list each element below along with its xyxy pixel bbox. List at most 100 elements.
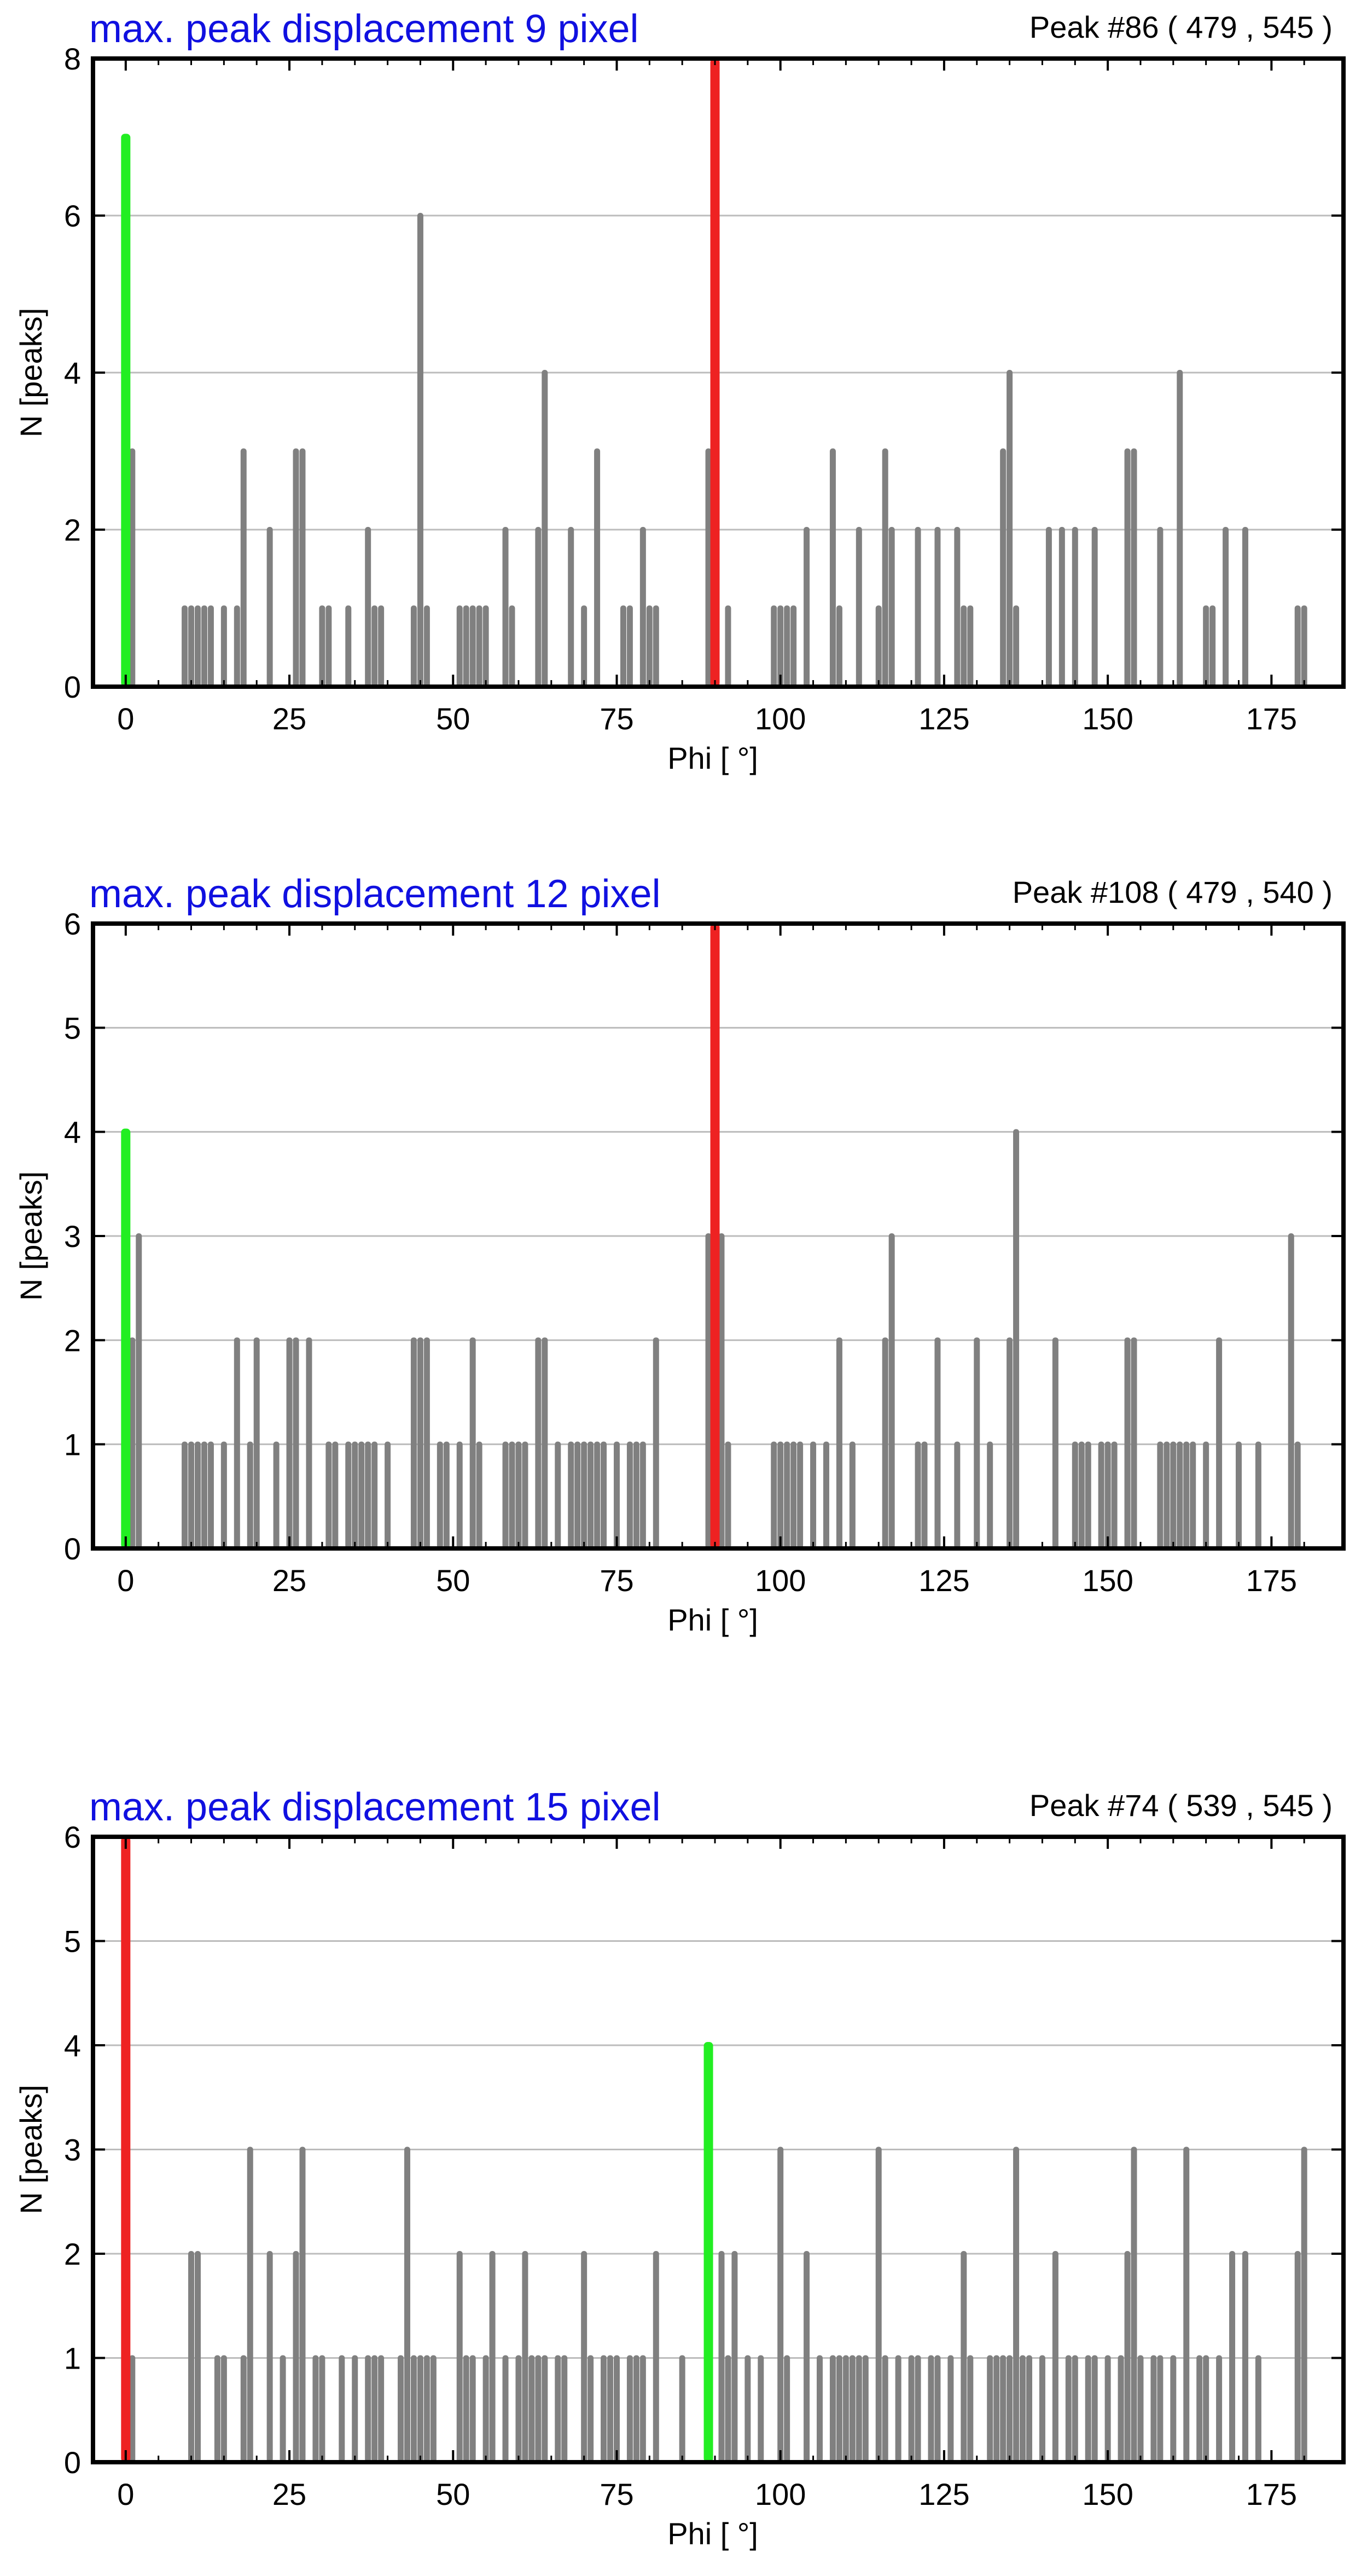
bar bbox=[352, 1441, 358, 1548]
bar bbox=[201, 1441, 207, 1548]
y-tick-label: 3 bbox=[64, 2133, 81, 2167]
bar bbox=[1255, 2355, 1261, 2462]
bar bbox=[1177, 370, 1183, 687]
x-axis-label: Phi [ °] bbox=[667, 2516, 758, 2551]
bar bbox=[581, 2251, 587, 2462]
bar bbox=[758, 2355, 764, 2462]
bar bbox=[214, 2355, 220, 2462]
bar bbox=[456, 2251, 463, 2462]
bar bbox=[365, 2355, 371, 2462]
x-tick-label: 75 bbox=[600, 701, 633, 736]
bar bbox=[993, 2355, 1000, 2462]
bar bbox=[626, 2355, 633, 2462]
bar bbox=[404, 2146, 410, 2462]
bar bbox=[423, 1337, 430, 1548]
y-tick-label: 4 bbox=[64, 1115, 81, 1150]
bar bbox=[1255, 1441, 1261, 1548]
bar bbox=[601, 2355, 607, 2462]
x-tick-label: 25 bbox=[272, 1563, 306, 1598]
bar bbox=[771, 605, 777, 687]
bar bbox=[469, 2355, 476, 2462]
x-tick-label: 0 bbox=[117, 2477, 134, 2511]
bar bbox=[1091, 2355, 1098, 2462]
bar bbox=[253, 1337, 260, 1548]
bar bbox=[207, 1441, 214, 1548]
bar bbox=[908, 2355, 915, 2462]
bar bbox=[974, 1337, 980, 1548]
bar bbox=[613, 1441, 620, 1548]
bar bbox=[535, 2355, 542, 2462]
bar bbox=[371, 605, 378, 687]
bar bbox=[823, 1441, 829, 1548]
x-tick-label: 25 bbox=[272, 2477, 306, 2511]
bar bbox=[1013, 2146, 1020, 2462]
bar bbox=[1223, 527, 1229, 687]
x-tick-label: 125 bbox=[918, 1563, 969, 1598]
bar bbox=[639, 1441, 646, 1548]
bar bbox=[888, 1233, 895, 1548]
bar bbox=[1301, 2146, 1307, 2462]
bar bbox=[1157, 2355, 1164, 2462]
bar bbox=[1065, 2355, 1072, 2462]
bar bbox=[633, 1441, 639, 1548]
bar bbox=[542, 1337, 548, 1548]
bar bbox=[378, 2355, 385, 2462]
bar bbox=[240, 2355, 247, 2462]
bar bbox=[332, 1441, 339, 1548]
bar bbox=[1052, 2251, 1058, 2462]
bar bbox=[188, 1441, 195, 1548]
bar bbox=[1209, 605, 1216, 687]
bar bbox=[1013, 1129, 1020, 1548]
bar bbox=[888, 527, 895, 687]
bar bbox=[1124, 1337, 1131, 1548]
x-tick-label: 25 bbox=[272, 701, 306, 736]
bar bbox=[194, 605, 201, 687]
x-tick-label: 175 bbox=[1246, 2477, 1297, 2511]
bar bbox=[639, 527, 646, 687]
x-tick-label: 125 bbox=[918, 2477, 969, 2511]
bar bbox=[339, 2355, 345, 2462]
chart-title: max. peak displacement 9 pixel bbox=[89, 7, 639, 51]
bar bbox=[849, 1441, 856, 1548]
y-axis-label: N [peaks] bbox=[14, 308, 48, 438]
bar bbox=[731, 2251, 738, 2462]
y-tick-label: 1 bbox=[64, 1428, 81, 1462]
chart-title: max. peak displacement 15 pixel bbox=[89, 1785, 661, 1829]
bar bbox=[797, 1441, 804, 1548]
bar bbox=[842, 2355, 849, 2462]
bar bbox=[240, 448, 247, 687]
bar bbox=[653, 605, 659, 687]
bar bbox=[934, 1337, 941, 1548]
green-marker-bar bbox=[121, 134, 131, 687]
bar bbox=[1124, 2251, 1131, 2462]
bar bbox=[1216, 1337, 1223, 1548]
bar bbox=[266, 527, 273, 687]
bar bbox=[469, 605, 476, 687]
bar bbox=[777, 2146, 784, 2462]
bar bbox=[306, 1337, 312, 1548]
y-tick-label: 6 bbox=[64, 907, 81, 941]
peak-label: Peak #86 ( 479 , 545 ) bbox=[1029, 10, 1333, 44]
bar bbox=[522, 2251, 528, 2462]
bar bbox=[1170, 1441, 1177, 1548]
bar bbox=[836, 2355, 842, 2462]
bar bbox=[1045, 527, 1052, 687]
bar bbox=[725, 2355, 731, 2462]
x-tick-label: 150 bbox=[1082, 1563, 1133, 1598]
x-axis-label: Phi [ °] bbox=[667, 1603, 758, 1637]
bar bbox=[1242, 2251, 1248, 2462]
bar bbox=[1058, 527, 1065, 687]
bar bbox=[345, 1441, 352, 1548]
bar bbox=[601, 1441, 607, 1548]
bar bbox=[561, 2355, 568, 2462]
y-tick-label: 6 bbox=[64, 199, 81, 233]
bar bbox=[437, 1441, 443, 1548]
y-tick-label: 3 bbox=[64, 1219, 81, 1254]
bar bbox=[476, 1441, 482, 1548]
bar bbox=[928, 2355, 934, 2462]
bar bbox=[987, 2355, 993, 2462]
bar bbox=[286, 1337, 293, 1548]
bar bbox=[136, 1233, 142, 1548]
bar bbox=[129, 1337, 136, 1548]
bar bbox=[489, 2251, 496, 2462]
